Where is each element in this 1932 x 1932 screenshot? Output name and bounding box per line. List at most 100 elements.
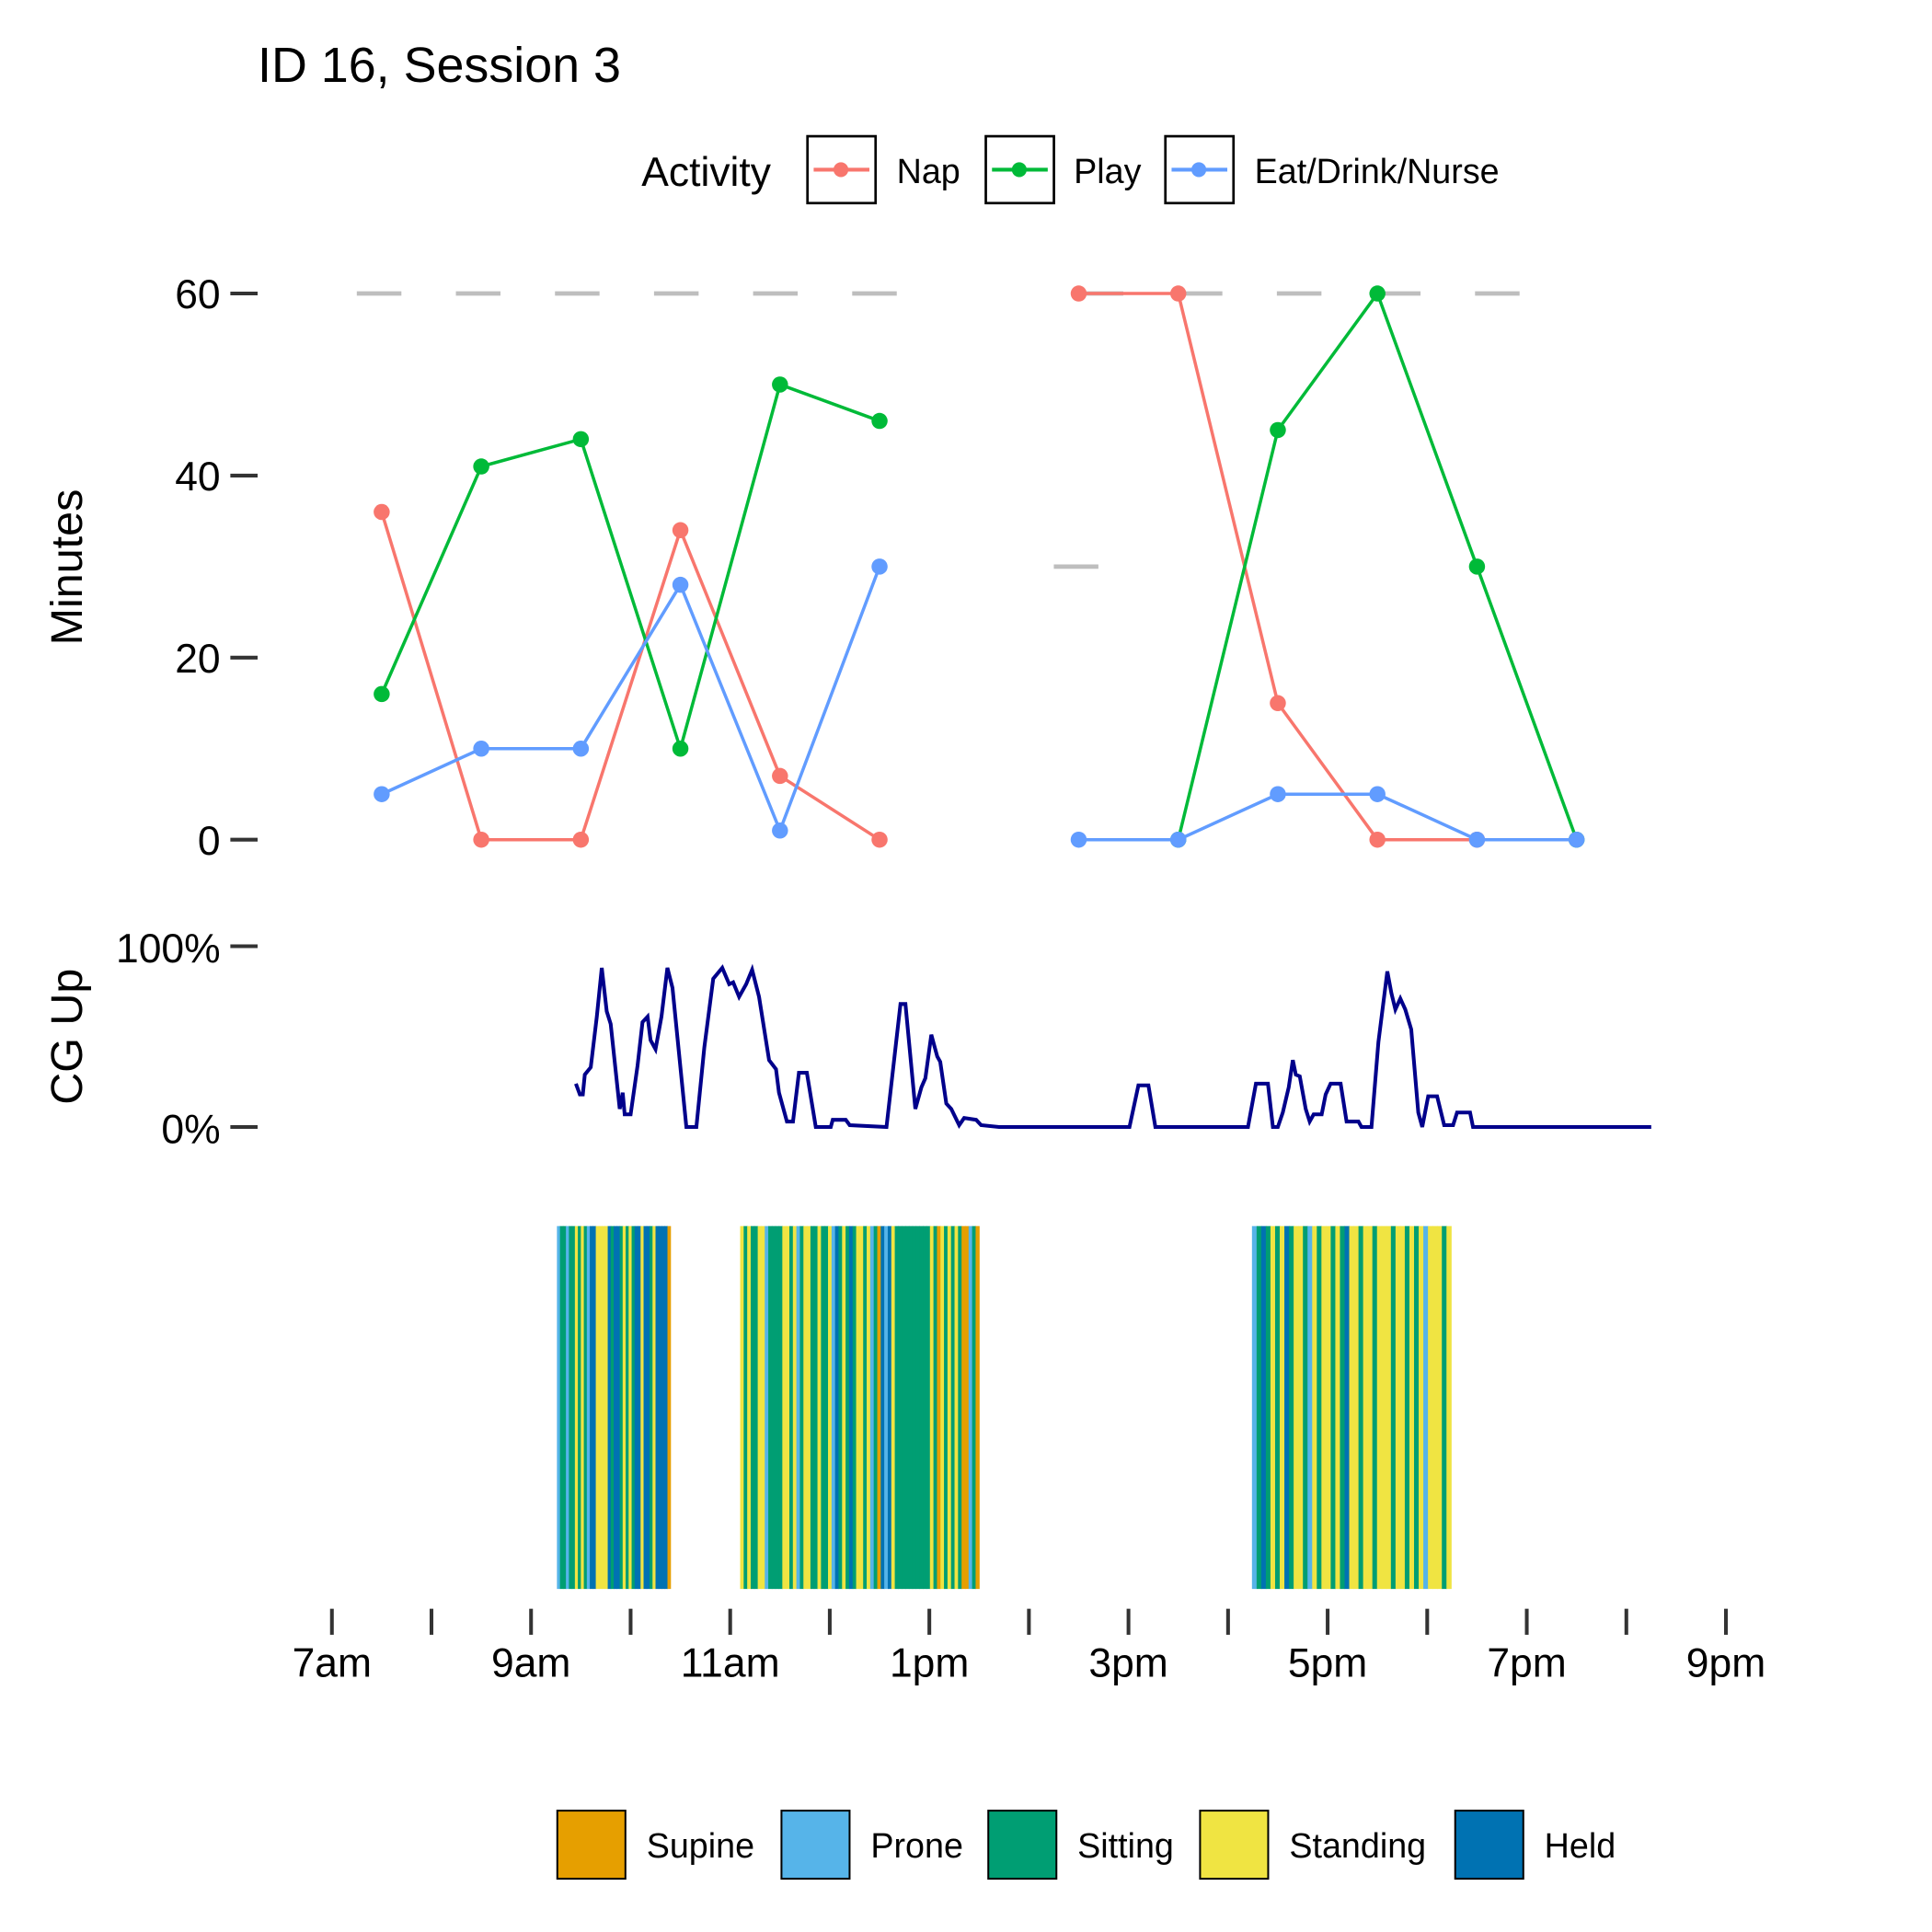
posture-stripe-held bbox=[887, 1225, 892, 1590]
posture-stripe-sitting bbox=[578, 1225, 581, 1590]
legend-label: Supine bbox=[647, 1826, 754, 1865]
posture-stripe-prone bbox=[566, 1225, 569, 1590]
posture-strip bbox=[557, 1225, 1452, 1590]
posture-stripe-prone bbox=[1307, 1225, 1313, 1590]
activity-legend: Activity Nap Play Eat/Drink/Nurse bbox=[641, 134, 1500, 205]
posture-stripe-held bbox=[643, 1225, 648, 1590]
posture-stripe-standing bbox=[803, 1225, 808, 1590]
posture-stripe-standing bbox=[1409, 1225, 1415, 1590]
posture-stripe-standing bbox=[1363, 1225, 1369, 1590]
data-point-nap bbox=[871, 831, 888, 848]
posture-stripe-held bbox=[1260, 1225, 1267, 1590]
posture-stripe-held bbox=[592, 1225, 597, 1590]
data-point-play bbox=[473, 458, 489, 475]
posture-stripe-sitting bbox=[845, 1225, 850, 1590]
posture-stripe-sitting bbox=[894, 1225, 899, 1590]
posture-stripe-supine bbox=[961, 1225, 966, 1590]
posture-stripe-standing bbox=[1280, 1225, 1285, 1590]
legend-key-point bbox=[1191, 162, 1207, 178]
posture-stripe-supine bbox=[975, 1225, 980, 1590]
data-point-nap bbox=[772, 767, 788, 785]
posture-stripe-held bbox=[634, 1225, 638, 1590]
posture-stripe-prone bbox=[1423, 1225, 1429, 1590]
series-line-eat-drink-nurse bbox=[381, 566, 881, 835]
posture-stripe-sitting bbox=[626, 1225, 629, 1590]
cg-up-line bbox=[574, 963, 1651, 1130]
posture-stripe-prone bbox=[869, 1225, 875, 1590]
series-line-nap bbox=[380, 511, 880, 842]
data-point-eat-drink-nurse bbox=[672, 576, 689, 593]
legend-label: Prone bbox=[870, 1826, 963, 1865]
data-point-nap bbox=[374, 503, 390, 521]
posture-stripe-sitting bbox=[650, 1225, 653, 1590]
posture-stripe-sitting bbox=[923, 1225, 927, 1590]
data-point-eat-drink-nurse bbox=[473, 741, 489, 757]
posture-stripe-held bbox=[834, 1225, 840, 1590]
legend-swatch bbox=[556, 1810, 627, 1880]
data-point-nap bbox=[1070, 285, 1087, 302]
activity-panel: Minutes 0 20 40 60 bbox=[42, 272, 1585, 864]
posture-stripe-standing bbox=[891, 1225, 896, 1590]
posture-stripe-sitting bbox=[583, 1225, 588, 1590]
posture-stripe-sitting bbox=[788, 1225, 794, 1590]
x-tick-label: 9pm bbox=[1686, 1641, 1765, 1686]
data-point-nap bbox=[1169, 285, 1187, 302]
y-tick-label-0: 0% bbox=[161, 1108, 220, 1153]
posture-stripe-held bbox=[655, 1225, 660, 1590]
posture-stripe-sitting bbox=[1289, 1225, 1294, 1590]
posture-block bbox=[557, 1225, 672, 1590]
data-point-nap bbox=[572, 831, 590, 848]
posture-stripe-held bbox=[638, 1225, 641, 1590]
posture-stripe-standing bbox=[757, 1225, 762, 1590]
posture-stripe-held bbox=[661, 1225, 665, 1590]
data-point-play bbox=[374, 685, 390, 703]
posture-stripe-sitting bbox=[771, 1225, 776, 1590]
legend-key-point bbox=[1011, 162, 1027, 178]
posture-stripe-prone bbox=[884, 1225, 889, 1590]
posture-stripe-standing bbox=[954, 1225, 959, 1590]
posture-stripe-supine bbox=[877, 1225, 881, 1590]
legend-swatch bbox=[1454, 1810, 1524, 1880]
posture-stripe-supine bbox=[964, 1225, 970, 1590]
series-line-play bbox=[380, 382, 880, 754]
posture-stripe-sitting bbox=[1256, 1225, 1262, 1590]
legend-label: Eat/Drink/Nurse bbox=[1255, 152, 1500, 190]
posture-stripe-standing bbox=[1395, 1225, 1401, 1590]
posture-stripe-held bbox=[590, 1225, 593, 1590]
posture-stripe-standing bbox=[1270, 1225, 1276, 1590]
posture-stripe-standing bbox=[1386, 1225, 1392, 1590]
legend-item-nap: Nap bbox=[806, 134, 960, 205]
posture-stripe-standing bbox=[1428, 1225, 1433, 1590]
posture-stripe-sitting bbox=[905, 1225, 910, 1590]
posture-stripe-standing bbox=[595, 1225, 600, 1590]
posture-stripe-standing bbox=[1446, 1225, 1452, 1590]
data-point-eat-drink-nurse bbox=[374, 786, 390, 802]
posture-stripe-sitting bbox=[1442, 1225, 1447, 1590]
legend-label: Nap bbox=[897, 152, 960, 190]
data-point-eat-drink-nurse bbox=[1468, 831, 1486, 848]
data-point-play bbox=[772, 376, 788, 393]
posture-stripe-sitting bbox=[799, 1225, 804, 1590]
data-point-eat-drink-nurse bbox=[871, 558, 888, 575]
data-point-eat-drink-nurse bbox=[1270, 786, 1286, 802]
y-tick-label-0: 0 bbox=[198, 819, 221, 864]
posture-stripe-standing bbox=[1353, 1225, 1360, 1590]
posture-stripe-sitting bbox=[912, 1225, 917, 1590]
legend-title: Activity bbox=[641, 150, 771, 195]
posture-stripe-sitting bbox=[631, 1225, 636, 1590]
posture-stripe-sitting bbox=[775, 1225, 780, 1590]
posture-stripe-standing bbox=[602, 1225, 605, 1590]
posture-stripe-standing bbox=[1367, 1225, 1374, 1590]
data-point-play bbox=[1270, 421, 1286, 439]
legend-item-held: Held bbox=[1454, 1810, 1616, 1880]
posture-stripe-sitting bbox=[569, 1225, 573, 1590]
data-point-nap bbox=[672, 522, 689, 539]
posture-stripe-sitting bbox=[813, 1225, 819, 1590]
posture-stripe-sitting bbox=[972, 1225, 976, 1590]
data-point-eat-drink-nurse bbox=[1070, 831, 1087, 848]
x-tick-label: 3pm bbox=[1088, 1641, 1167, 1686]
posture-stripe-sitting bbox=[610, 1225, 615, 1590]
posture-stripe-held bbox=[1344, 1225, 1351, 1590]
y-tick-label-100: 100% bbox=[116, 926, 221, 972]
